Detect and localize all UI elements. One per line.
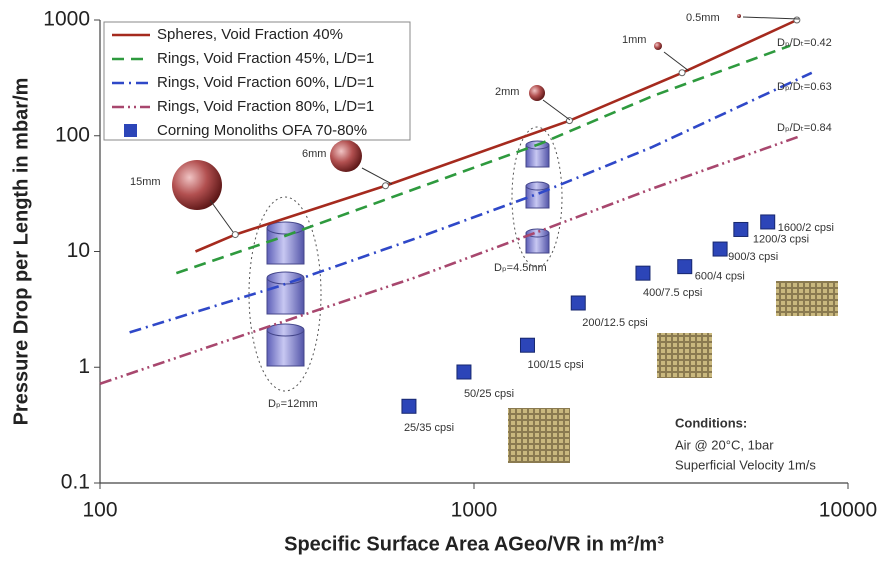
pointer <box>210 200 233 232</box>
point-label: 400/7.5 cpsi <box>643 287 702 299</box>
annotation: Dₚ/Dₜ=0.84 <box>777 122 832 134</box>
point-label: 50/25 cpsi <box>464 388 514 400</box>
point-label: 600/4 cpsi <box>695 271 745 283</box>
point-label: 25/35 cpsi <box>404 422 454 434</box>
point-label: 1200/3 cpsi <box>753 233 809 245</box>
legend-label: Rings, Void Fraction 45%, L/D=1 <box>157 50 374 67</box>
y-tick-label: 1000 <box>43 8 90 31</box>
legend-marker <box>124 124 137 137</box>
point-label: 200/12.5 cpsi <box>582 317 647 329</box>
annotation: 0.5mm <box>686 12 720 24</box>
x-tick-label: 1000 <box>451 499 498 522</box>
x-tick-label: 10000 <box>819 499 877 522</box>
legend-label: Rings, Void Fraction 60%, L/D=1 <box>157 74 374 91</box>
chart: 0.1 1 10 100 1000 100 1000 10000 Specific Surfac… <box>0 0 893 561</box>
size-marker <box>679 70 685 76</box>
y-tick-label: 1 <box>78 355 90 378</box>
conditions-title: Conditions: <box>675 415 747 430</box>
legend-label: Rings, Void Fraction 80%, L/D=1 <box>157 98 374 115</box>
y-tick-label: 100 <box>55 123 90 146</box>
legend-label: Spheres, Void Fraction 40% <box>157 26 343 43</box>
conditions-line: Air @ 20°C, 1bar <box>675 437 774 452</box>
monolith-point <box>636 266 650 280</box>
pointer <box>743 17 799 19</box>
y-tick-label: 10 <box>67 239 90 262</box>
monolith-point <box>678 260 692 274</box>
annotation: Dₚ=4.5mm <box>494 262 547 274</box>
monolith-point <box>520 338 534 352</box>
annotation: Dₚ=12mm <box>268 398 318 410</box>
monolith-point <box>761 215 775 229</box>
monolith-point <box>713 242 727 256</box>
size-marker <box>383 183 389 189</box>
size-marker <box>232 232 238 238</box>
pointer <box>543 100 570 120</box>
monolith-point <box>571 296 585 310</box>
pointer <box>362 168 392 184</box>
annotation: Dₚ/Dₜ=0.42 <box>777 37 832 49</box>
point-label: 100/15 cpsi <box>527 359 583 371</box>
x-tick-label: 100 <box>82 499 117 522</box>
annotation: 2mm <box>495 86 519 98</box>
annotation: Dₚ/Dₜ=0.63 <box>777 81 832 93</box>
annotation: 15mm <box>130 176 161 188</box>
legend-label: Corning Monoliths OFA 70-80% <box>157 122 367 139</box>
y-axis-title: Pressure Drop per Length in mbar/m <box>10 78 32 426</box>
annotation: 6mm <box>302 148 326 160</box>
x-axis-title: Specific Surface Area AGeo/VR in m²/m³ <box>284 533 664 555</box>
conditions-line: Superficial Velocity 1m/s <box>675 457 816 472</box>
monolith-point <box>457 365 471 379</box>
size-marker <box>794 17 800 23</box>
monolith-point <box>402 399 416 413</box>
point-label: 1600/2 cpsi <box>778 222 834 234</box>
y-tick-label: 0.1 <box>61 471 90 494</box>
monolith-point <box>734 222 748 236</box>
annotation: 1mm <box>622 34 646 46</box>
point-label: 900/3 cpsi <box>728 251 778 263</box>
pointer <box>664 52 689 71</box>
